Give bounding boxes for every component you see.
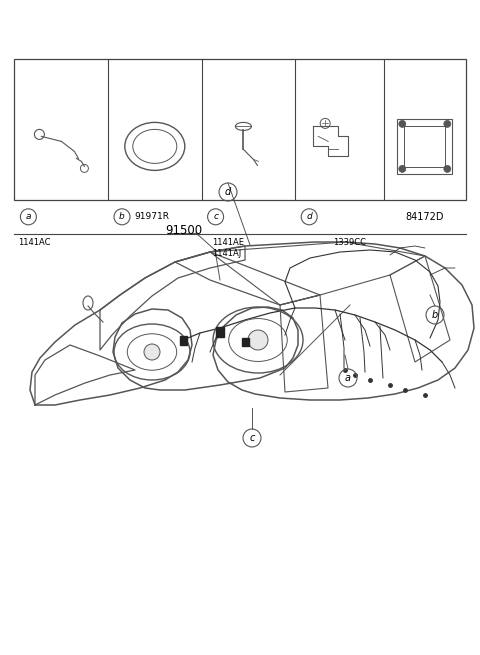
Text: c: c <box>213 212 218 221</box>
Bar <box>14 59 466 200</box>
Text: d: d <box>225 187 231 197</box>
Circle shape <box>399 121 406 127</box>
Circle shape <box>444 166 451 172</box>
Text: 84172D: 84172D <box>406 212 444 222</box>
Bar <box>404 126 445 167</box>
Text: 91971R: 91971R <box>134 212 169 221</box>
Text: 91500: 91500 <box>165 223 202 236</box>
Circle shape <box>144 344 160 360</box>
Text: b: b <box>119 212 125 221</box>
Text: 1141AC: 1141AC <box>18 238 51 247</box>
Circle shape <box>399 166 406 172</box>
Text: a: a <box>25 212 31 221</box>
Circle shape <box>444 121 451 127</box>
Text: b: b <box>432 310 438 320</box>
Circle shape <box>248 330 268 350</box>
Text: a: a <box>345 373 351 383</box>
Bar <box>241 338 249 346</box>
Text: 1141AJ: 1141AJ <box>212 249 241 258</box>
Bar <box>216 327 224 337</box>
Bar <box>180 335 187 345</box>
Text: 1339CC: 1339CC <box>333 238 366 247</box>
Text: c: c <box>249 433 255 443</box>
Text: d: d <box>306 212 312 221</box>
Bar <box>397 119 452 174</box>
Text: 1141AE: 1141AE <box>212 238 243 247</box>
